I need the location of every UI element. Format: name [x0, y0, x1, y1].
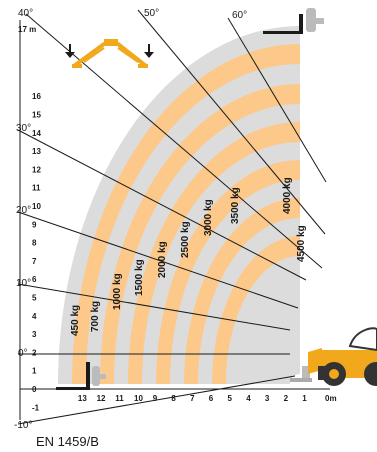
y-tick-label: 7: [32, 257, 37, 266]
y-unit-label: 17 m: [18, 25, 36, 34]
load-zone-label: 1500 kg: [134, 259, 145, 296]
load-zone-band: [184, 198, 300, 384]
angle-label: 20°: [16, 205, 31, 216]
angle-label: 40°: [18, 8, 33, 19]
boom-angle-lines: [17, 9, 327, 425]
y-tick-label: 11: [32, 184, 41, 193]
x-tick-label: 12: [97, 394, 106, 403]
load-zone-band: [72, 44, 300, 384]
load-zone-label: 3500 kg: [230, 187, 241, 224]
y-tick-label: 12: [32, 165, 41, 174]
standard-label: EN 1459/B: [36, 434, 99, 449]
angle-label: 10°: [16, 278, 31, 289]
x-tick-label: 8: [171, 394, 176, 403]
angle-line: [17, 375, 296, 425]
x-tick-label: 7: [190, 394, 195, 403]
y-tick-label: 16: [32, 92, 41, 101]
y-tick-label: 9: [32, 220, 37, 229]
y-tick-label: 5: [32, 294, 37, 303]
angle-label: 0°: [18, 348, 28, 359]
angle-line: [17, 211, 299, 309]
x-unit-label: 0m: [325, 394, 337, 403]
x-tick-label: 10: [134, 394, 143, 403]
load-zone-label: 4000 kg: [282, 177, 293, 214]
load-zone-label: 4500 kg: [296, 225, 307, 262]
x-tick-label: 1: [302, 394, 307, 403]
x-tick-labels: 13 12 11 10 9 8 7 6 5 4 3 2 1: [78, 394, 307, 403]
angle-label: 60°: [232, 10, 247, 21]
angle-label: 30°: [16, 123, 31, 134]
x-tick-label: 3: [265, 394, 270, 403]
x-tick-label: 13: [78, 394, 87, 403]
y-tick-label: 3: [32, 330, 37, 339]
y-tick-label: 13: [32, 147, 41, 156]
load-zone-band: [128, 122, 300, 384]
y-tick-label: 10: [32, 202, 41, 211]
load-zone-label: 1000 kg: [112, 273, 123, 310]
load-zone-label: 3000 kg: [203, 199, 214, 236]
x-tick-label: 4: [246, 394, 251, 403]
angle-line: [137, 9, 326, 235]
load-zone-label: 2000 kg: [157, 241, 168, 278]
load-zone-label: 2500 kg: [180, 221, 191, 258]
fork-pallet-icon: [56, 362, 106, 390]
load-zone-band: [212, 236, 300, 384]
y-tick-label: 4: [32, 312, 37, 321]
y-tick-label: 1: [32, 367, 37, 376]
load-zone-label: 700 kg: [90, 301, 101, 332]
load-zone-label: 450 kg: [70, 305, 81, 336]
angle-label: -10°: [14, 420, 32, 431]
y-tick-label: 2: [32, 348, 37, 357]
angle-labels: 60° 50° 40° 30° 20° 10° 0° -10°: [14, 8, 247, 431]
x-tick-label: 5: [228, 394, 233, 403]
x-tick-label: 6: [209, 394, 214, 403]
angle-line: [227, 17, 327, 183]
load-zone-band: [156, 160, 300, 384]
angle-line: [25, 13, 323, 269]
y-tick-label: 15: [32, 111, 41, 120]
x-tick-label: 11: [115, 394, 124, 403]
x-tick-label: 9: [153, 394, 158, 403]
y-tick-label: 0: [32, 385, 37, 394]
jib-attachment-icon: [65, 39, 154, 68]
y-tick-label: 8: [32, 239, 37, 248]
y-tick-label: -1: [32, 403, 40, 412]
angle-line: [17, 283, 291, 331]
telehandler-icon: [290, 327, 377, 386]
load-zone-labels: 450 kg 700 kg 1000 kg 1500 kg 2000 kg 2500 kg…: [70, 177, 307, 336]
y-tick-label: 6: [32, 275, 37, 284]
x-tick-label: 2: [284, 394, 289, 403]
y-tick-label: 14: [32, 129, 41, 138]
angle-line: [17, 129, 307, 281]
load-zone-band: [100, 84, 300, 384]
fork-pallet-icon: [263, 8, 324, 34]
angle-label: 50°: [144, 8, 159, 19]
